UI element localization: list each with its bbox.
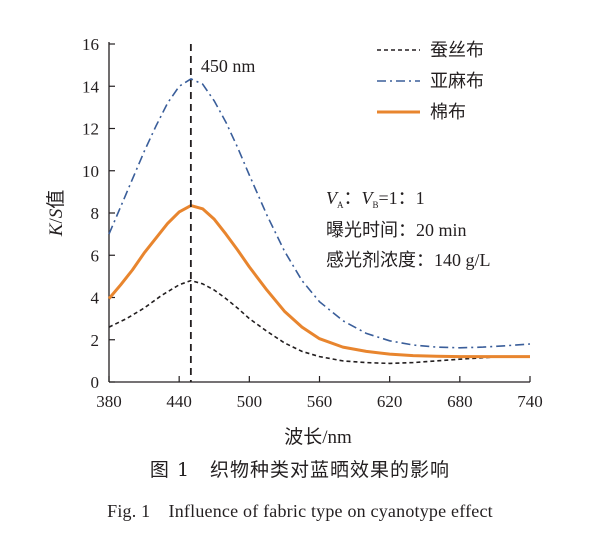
ratio-vb: V xyxy=(362,188,375,208)
annotation-concentration: 感光剂浓度：140 g/L xyxy=(326,250,491,270)
y-label-sep: / xyxy=(46,218,67,224)
x-axis-label: 波长/nm xyxy=(284,426,352,448)
series-line-3 xyxy=(107,204,530,359)
ratio-colon: ： xyxy=(344,188,362,208)
x-tick-label: 440 xyxy=(166,392,192,411)
figure-caption-en: Fig. 1 Influence of fabric type on cyano… xyxy=(107,501,493,521)
figure-caption-cn: 图 1 织物种类对蓝晒效果的影响 xyxy=(149,459,451,481)
ratio-sub-b: B xyxy=(373,200,379,210)
y-tick-label: 6 xyxy=(91,246,100,265)
y-tick-label: 10 xyxy=(82,162,99,181)
series-line-2 xyxy=(108,78,531,349)
legend-label-1: 蚕丝布 xyxy=(430,40,484,60)
annotation-exposure: 曝光时间：20 min xyxy=(326,220,467,240)
ratio-value: =1：1 xyxy=(379,188,425,208)
x-tick-label: 620 xyxy=(377,392,403,411)
reference-line: 450 nm xyxy=(189,44,256,382)
y-label-s: S xyxy=(46,208,67,218)
y-axis-label: K/S值 xyxy=(45,190,67,237)
y-tick-label: 16 xyxy=(82,35,99,54)
y-tick-label: 14 xyxy=(82,77,100,96)
axes: 380 440 500 560 620 680 740 0 2 4 6 8 10 12 14 16 xyxy=(82,35,543,411)
series-line-1 xyxy=(108,279,530,365)
y-tick-label: 2 xyxy=(91,331,100,350)
x-tick-label: 500 xyxy=(237,392,263,411)
x-tick-label: 380 xyxy=(96,392,122,411)
ratio-va: V xyxy=(326,188,339,208)
y-tick-label: 12 xyxy=(82,120,99,139)
legend-label-3: 棉布 xyxy=(430,102,466,122)
legend-label-2: 亚麻布 xyxy=(430,71,484,91)
series-layer xyxy=(107,78,531,365)
y-tick-label: 4 xyxy=(91,289,100,308)
reference-vline-label: 450 nm xyxy=(201,56,256,76)
y-label-k: K xyxy=(46,222,67,237)
y-label-rest: 值 xyxy=(45,190,67,209)
y-tick-label: 0 xyxy=(91,373,100,392)
y-tick-label: 8 xyxy=(91,204,100,223)
ratio-sub-a: A xyxy=(337,200,344,210)
x-tick-label: 740 xyxy=(517,392,543,411)
x-tick-label: 560 xyxy=(307,392,333,411)
annotation-ratio: VA：VB=1：1 xyxy=(326,188,425,210)
x-tick-label: 680 xyxy=(447,392,473,411)
chart: 380 440 500 560 620 680 740 0 2 4 6 8 10 12 14 16 450 n… xyxy=(45,35,543,448)
